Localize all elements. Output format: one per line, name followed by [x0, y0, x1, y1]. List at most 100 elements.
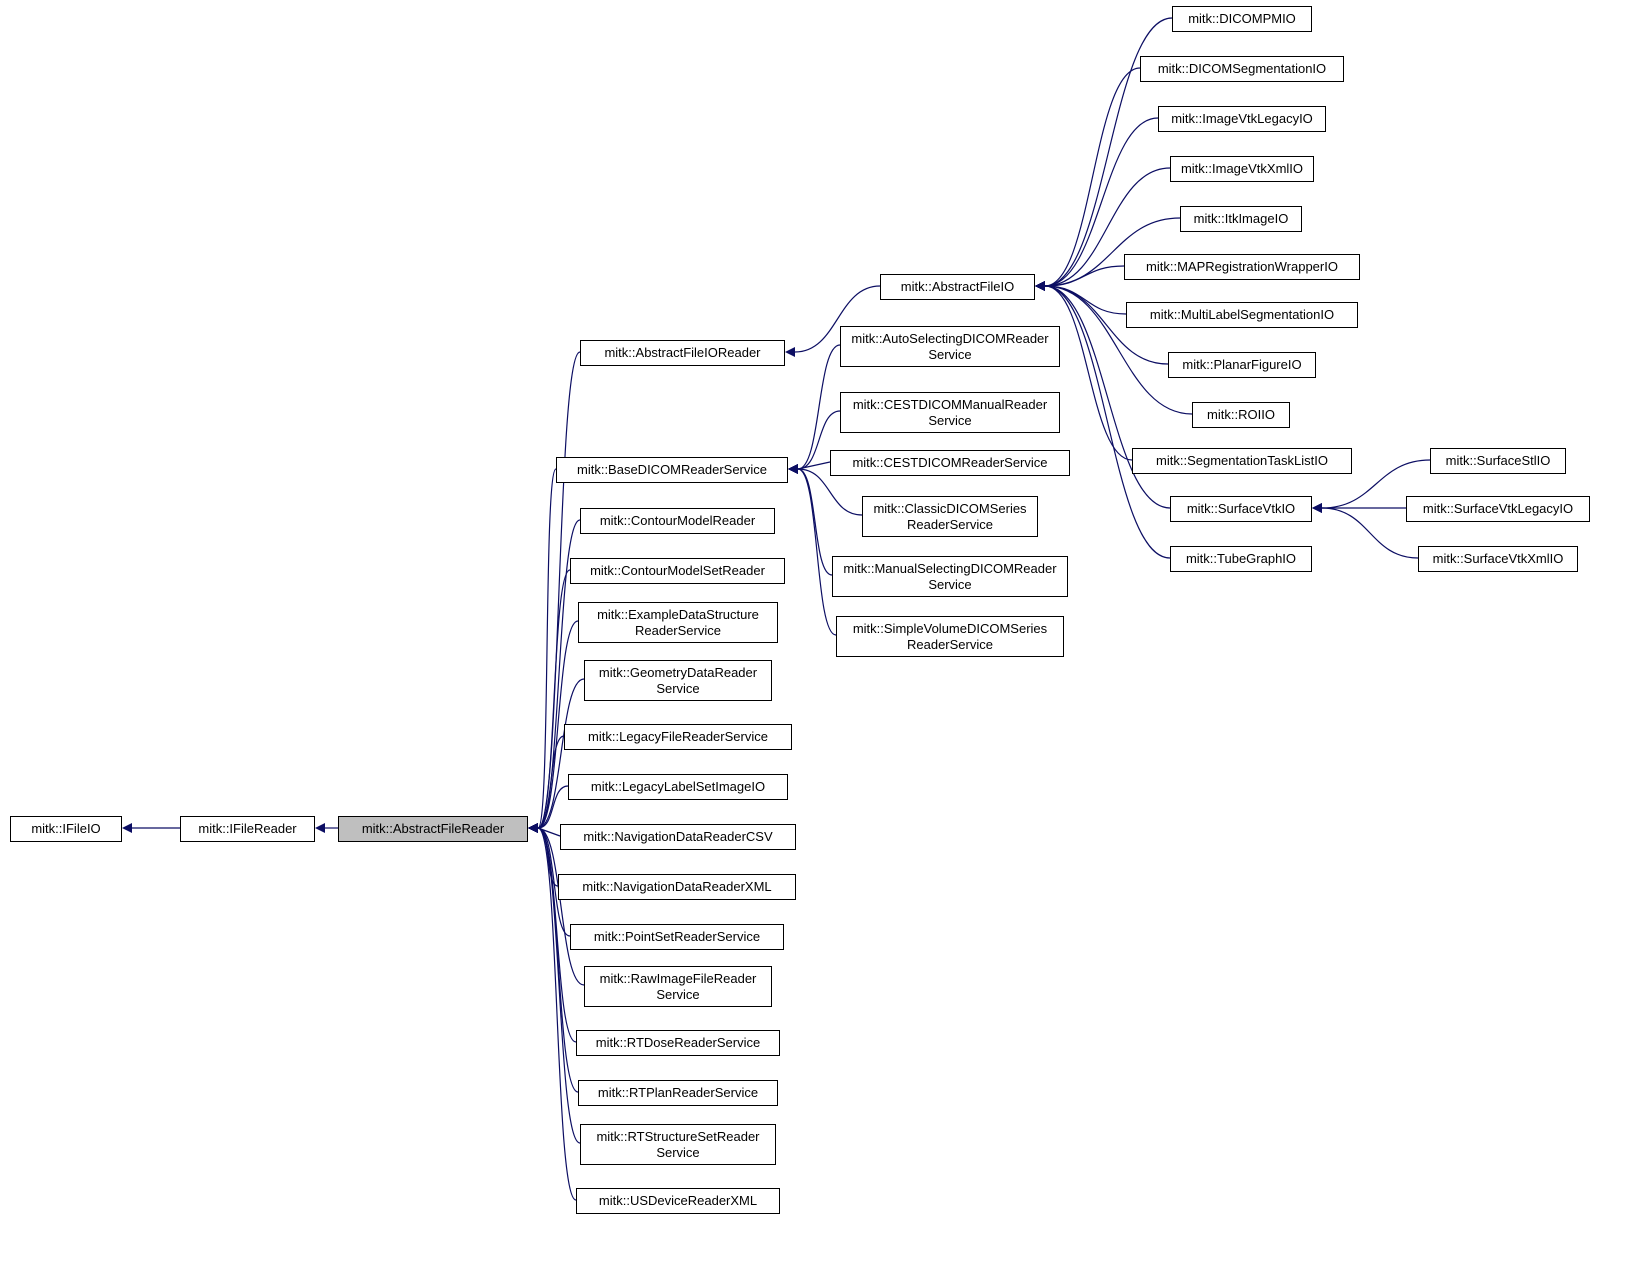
edge	[538, 786, 568, 828]
edge	[538, 828, 560, 836]
node-DICOMSegmentationIO[interactable]: mitk::DICOMSegmentationIO	[1140, 56, 1344, 82]
node-MAPRegWrapperIO[interactable]: mitk::MAPRegistrationWrapperIO	[1124, 254, 1360, 280]
arrowhead	[1035, 281, 1045, 291]
node-CESTDICOMReader[interactable]: mitk::CESTDICOMReaderService	[830, 450, 1070, 476]
node-SegTaskListIO[interactable]: mitk::SegmentationTaskListIO	[1132, 448, 1352, 474]
node-ManualSelDICOMReader[interactable]: mitk::ManualSelectingDICOMReader Service	[832, 556, 1068, 597]
arrowhead	[528, 823, 538, 833]
node-label: mitk::IFileIO	[31, 821, 100, 837]
node-label: mitk::RawImageFileReader Service	[600, 971, 757, 1002]
node-PlanarFigureIO[interactable]: mitk::PlanarFigureIO	[1168, 352, 1316, 378]
node-label: mitk::RTPlanReaderService	[598, 1085, 758, 1101]
node-CESTDICOMManual[interactable]: mitk::CESTDICOMManualReader Service	[840, 392, 1060, 433]
node-label: mitk::ROIIO	[1207, 407, 1275, 423]
node-TubeGraphIO[interactable]: mitk::TubeGraphIO	[1170, 546, 1312, 572]
node-label: mitk::RTDoseReaderService	[596, 1035, 760, 1051]
arrowhead	[528, 823, 538, 833]
arrowhead	[528, 823, 538, 833]
diagram-canvas: mitk::IFileIO mitk::IFileReader mitk::Abst…	[0, 0, 1639, 1271]
arrowhead	[788, 464, 798, 474]
node-DICOMPMIO[interactable]: mitk::DICOMPMIO	[1172, 6, 1312, 32]
edge	[1045, 286, 1126, 314]
node-label: mitk::IFileReader	[198, 821, 296, 837]
arrowhead	[1035, 281, 1045, 291]
node-RTPlanReader[interactable]: mitk::RTPlanReaderService	[578, 1080, 778, 1106]
node-label: mitk::ContourModelReader	[600, 513, 755, 529]
node-IFileIO[interactable]: mitk::IFileIO	[10, 816, 122, 842]
node-SurfaceVtkXmlIO[interactable]: mitk::SurfaceVtkXmlIO	[1418, 546, 1578, 572]
arrowhead	[528, 823, 538, 833]
node-label: mitk::CESTDICOMManualReader Service	[853, 397, 1047, 428]
node-ClassicDICOMSeries[interactable]: mitk::ClassicDICOMSeries ReaderService	[862, 496, 1038, 537]
arrowhead	[1035, 281, 1045, 291]
arrowhead	[528, 823, 538, 833]
arrowhead	[122, 823, 132, 833]
node-AbstractFileIOReader[interactable]: mitk::AbstractFileIOReader	[580, 340, 785, 366]
node-label: mitk::ClassicDICOMSeries ReaderService	[873, 501, 1026, 532]
edges-layer	[0, 0, 1639, 1271]
arrowhead	[528, 823, 538, 833]
node-LegacyLabelSetImageIO[interactable]: mitk::LegacyLabelSetImageIO	[568, 774, 788, 800]
node-label: mitk::SimpleVolumeDICOMSeries ReaderServ…	[853, 621, 1047, 652]
arrowhead	[528, 823, 538, 833]
node-NavDataReaderXML[interactable]: mitk::NavigationDataReaderXML	[558, 874, 796, 900]
node-label: mitk::PointSetReaderService	[594, 929, 760, 945]
arrowhead	[788, 464, 798, 474]
node-ContourModelSetReader[interactable]: mitk::ContourModelSetReader	[570, 558, 785, 584]
node-RTDoseReader[interactable]: mitk::RTDoseReaderService	[576, 1030, 780, 1056]
node-SurfaceVtkLegacyIO[interactable]: mitk::SurfaceVtkLegacyIO	[1406, 496, 1590, 522]
arrowhead	[785, 347, 795, 357]
node-IFileReader[interactable]: mitk::IFileReader	[180, 816, 315, 842]
node-RTStructureSetReader[interactable]: mitk::RTStructureSetReader Service	[580, 1124, 776, 1165]
edge	[798, 469, 832, 575]
node-label: mitk::PlanarFigureIO	[1182, 357, 1301, 373]
node-ExampleDataStructure[interactable]: mitk::ExampleDataStructure ReaderService	[578, 602, 778, 643]
node-SimpleVolDICOMSeries[interactable]: mitk::SimpleVolumeDICOMSeries ReaderServ…	[836, 616, 1064, 657]
edge	[538, 679, 584, 828]
node-label: mitk::DICOMSegmentationIO	[1158, 61, 1326, 77]
arrowhead	[1035, 281, 1045, 291]
node-ItkImageIO[interactable]: mitk::ItkImageIO	[1180, 206, 1302, 232]
node-USDeviceReaderXML[interactable]: mitk::USDeviceReaderXML	[576, 1188, 780, 1214]
node-PointSetReader[interactable]: mitk::PointSetReaderService	[570, 924, 784, 950]
node-RawImageFileReader[interactable]: mitk::RawImageFileReader Service	[584, 966, 772, 1007]
arrowhead	[1312, 503, 1322, 513]
node-SurfaceStlIO[interactable]: mitk::SurfaceStlIO	[1430, 448, 1566, 474]
node-ImageVtkXmlIO[interactable]: mitk::ImageVtkXmlIO	[1170, 156, 1314, 182]
node-BaseDICOMReaderSvc[interactable]: mitk::BaseDICOMReaderService	[556, 457, 788, 483]
node-ContourModelReader[interactable]: mitk::ContourModelReader	[580, 508, 775, 534]
node-AbstractFileReader[interactable]: mitk::AbstractFileReader	[338, 816, 528, 842]
arrowhead	[1035, 281, 1045, 291]
node-AutoSelDICOMReader[interactable]: mitk::AutoSelectingDICOMReader Service	[840, 326, 1060, 367]
arrowhead	[528, 823, 538, 833]
node-label: mitk::ContourModelSetReader	[590, 563, 765, 579]
node-label: mitk::ImageVtkLegacyIO	[1171, 111, 1313, 127]
node-label: mitk::LegacyLabelSetImageIO	[591, 779, 765, 795]
arrowhead	[1312, 503, 1322, 513]
arrowhead	[528, 823, 538, 833]
node-label: mitk::ImageVtkXmlIO	[1181, 161, 1303, 177]
node-ROIIO[interactable]: mitk::ROIIO	[1192, 402, 1290, 428]
arrowhead	[528, 823, 538, 833]
node-AbstractFileIO[interactable]: mitk::AbstractFileIO	[880, 274, 1035, 300]
node-label: mitk::TubeGraphIO	[1186, 551, 1296, 567]
edge	[798, 462, 830, 469]
node-GeometryDataReader[interactable]: mitk::GeometryDataReader Service	[584, 660, 772, 701]
arrowhead	[1312, 503, 1322, 513]
node-MultiLabelSegIO[interactable]: mitk::MultiLabelSegmentationIO	[1126, 302, 1358, 328]
node-ImageVtkLegacyIO[interactable]: mitk::ImageVtkLegacyIO	[1158, 106, 1326, 132]
node-label: mitk::AbstractFileIOReader	[604, 345, 760, 361]
node-label: mitk::ExampleDataStructure ReaderService	[597, 607, 759, 638]
node-label: mitk::SurfaceStlIO	[1446, 453, 1551, 469]
edge	[538, 469, 556, 828]
node-label: mitk::NavigationDataReaderCSV	[583, 829, 772, 845]
node-LegacyFileReader[interactable]: mitk::LegacyFileReaderService	[564, 724, 792, 750]
node-NavDataReaderCSV[interactable]: mitk::NavigationDataReaderCSV	[560, 824, 796, 850]
edge	[798, 469, 836, 635]
node-label: mitk::SurfaceVtkLegacyIO	[1423, 501, 1573, 517]
arrowhead	[528, 823, 538, 833]
node-SurfaceVtkIO[interactable]: mitk::SurfaceVtkIO	[1170, 496, 1312, 522]
node-label: mitk::AbstractFileIO	[901, 279, 1014, 295]
node-label: mitk::BaseDICOMReaderService	[577, 462, 767, 478]
edge	[1322, 508, 1418, 558]
